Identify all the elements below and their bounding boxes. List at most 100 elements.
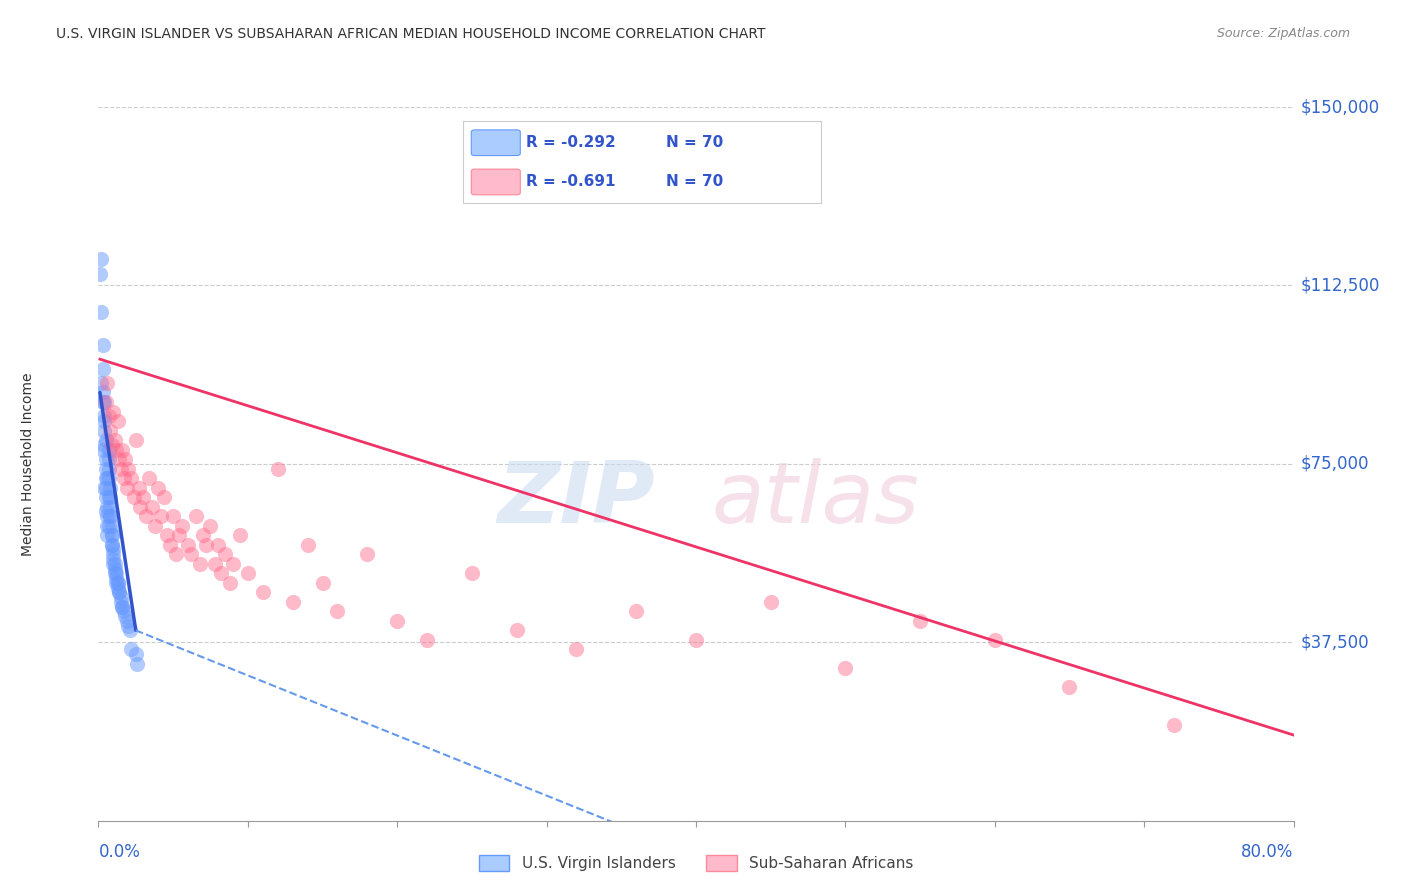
- Text: U.S. VIRGIN ISLANDER VS SUBSAHARAN AFRICAN MEDIAN HOUSEHOLD INCOME CORRELATION C: U.S. VIRGIN ISLANDER VS SUBSAHARAN AFRIC…: [56, 27, 766, 41]
- Point: [267, 461, 290, 475]
- Point: [103, 542, 125, 557]
- Point: [167, 528, 190, 542]
- Point: [91, 395, 114, 409]
- Point: [98, 424, 122, 438]
- Point: [385, 614, 409, 628]
- Point: [416, 632, 439, 647]
- Point: [983, 632, 1005, 647]
- Point: [132, 490, 155, 504]
- Point: [461, 566, 484, 581]
- Point: [1163, 718, 1185, 732]
- Point: [177, 538, 200, 552]
- Point: [118, 624, 141, 638]
- Point: [101, 518, 124, 533]
- Point: [297, 538, 319, 552]
- Point: [111, 599, 134, 614]
- Point: [94, 481, 117, 495]
- Point: [101, 538, 124, 552]
- Point: [98, 509, 122, 524]
- Point: [127, 657, 149, 671]
- Text: 0.0%: 0.0%: [98, 843, 141, 861]
- Point: [93, 424, 115, 438]
- Point: [156, 528, 179, 542]
- Point: [1059, 681, 1081, 695]
- Point: [200, 518, 222, 533]
- Point: [104, 557, 127, 571]
- Point: [93, 414, 115, 428]
- Point: [98, 481, 122, 495]
- Point: [252, 585, 274, 599]
- Point: [97, 409, 120, 424]
- Point: [685, 632, 707, 647]
- Text: N = 70: N = 70: [666, 175, 723, 189]
- Point: [236, 566, 259, 581]
- Point: [908, 614, 931, 628]
- Point: [105, 571, 128, 585]
- Point: [107, 581, 129, 595]
- Point: [115, 481, 138, 495]
- Point: [110, 595, 132, 609]
- Point: [107, 575, 129, 590]
- Point: [91, 338, 114, 352]
- Point: [117, 461, 139, 475]
- Point: [112, 471, 135, 485]
- Point: [94, 461, 117, 475]
- Point: [94, 395, 117, 409]
- Point: [91, 442, 114, 457]
- Point: [138, 471, 160, 485]
- Point: [97, 490, 120, 504]
- FancyBboxPatch shape: [471, 130, 520, 155]
- Point: [834, 661, 856, 675]
- Point: [172, 518, 194, 533]
- Point: [108, 585, 131, 599]
- Point: [108, 452, 131, 467]
- Point: [93, 395, 115, 409]
- Point: [219, 575, 242, 590]
- Point: [101, 538, 124, 552]
- Point: [94, 433, 117, 447]
- Point: [150, 509, 173, 524]
- Point: [103, 404, 125, 418]
- Point: [141, 500, 163, 514]
- Point: [165, 547, 187, 561]
- Point: [103, 552, 125, 566]
- Point: [96, 528, 118, 542]
- Point: [90, 304, 112, 318]
- Point: [188, 557, 211, 571]
- Point: [104, 561, 127, 575]
- Point: [93, 438, 115, 452]
- Point: [110, 461, 132, 475]
- Point: [326, 604, 349, 618]
- Point: [94, 452, 117, 467]
- Point: [105, 442, 128, 457]
- Point: [229, 528, 252, 542]
- Point: [97, 442, 120, 457]
- Point: [135, 509, 157, 524]
- Point: [159, 538, 181, 552]
- Point: [281, 595, 304, 609]
- Point: [101, 528, 124, 542]
- Point: [184, 509, 207, 524]
- Text: 80.0%: 80.0%: [1241, 843, 1294, 861]
- Point: [129, 500, 152, 514]
- Point: [207, 538, 229, 552]
- Point: [114, 452, 136, 467]
- Point: [115, 614, 138, 628]
- Point: [90, 252, 112, 267]
- Point: [96, 509, 118, 524]
- Point: [94, 471, 117, 485]
- Point: [107, 414, 129, 428]
- Point: [96, 376, 118, 390]
- Point: [143, 518, 166, 533]
- Point: [114, 609, 136, 624]
- Point: [97, 471, 120, 485]
- Point: [120, 642, 142, 657]
- Point: [96, 471, 118, 485]
- Point: [209, 566, 232, 581]
- Point: [91, 385, 114, 400]
- Legend: U.S. Virgin Islanders, Sub-Saharan Africans: U.S. Virgin Islanders, Sub-Saharan Afric…: [472, 849, 920, 877]
- Point: [97, 461, 120, 475]
- Point: [204, 557, 226, 571]
- Point: [89, 267, 111, 281]
- Text: atlas: atlas: [711, 458, 920, 541]
